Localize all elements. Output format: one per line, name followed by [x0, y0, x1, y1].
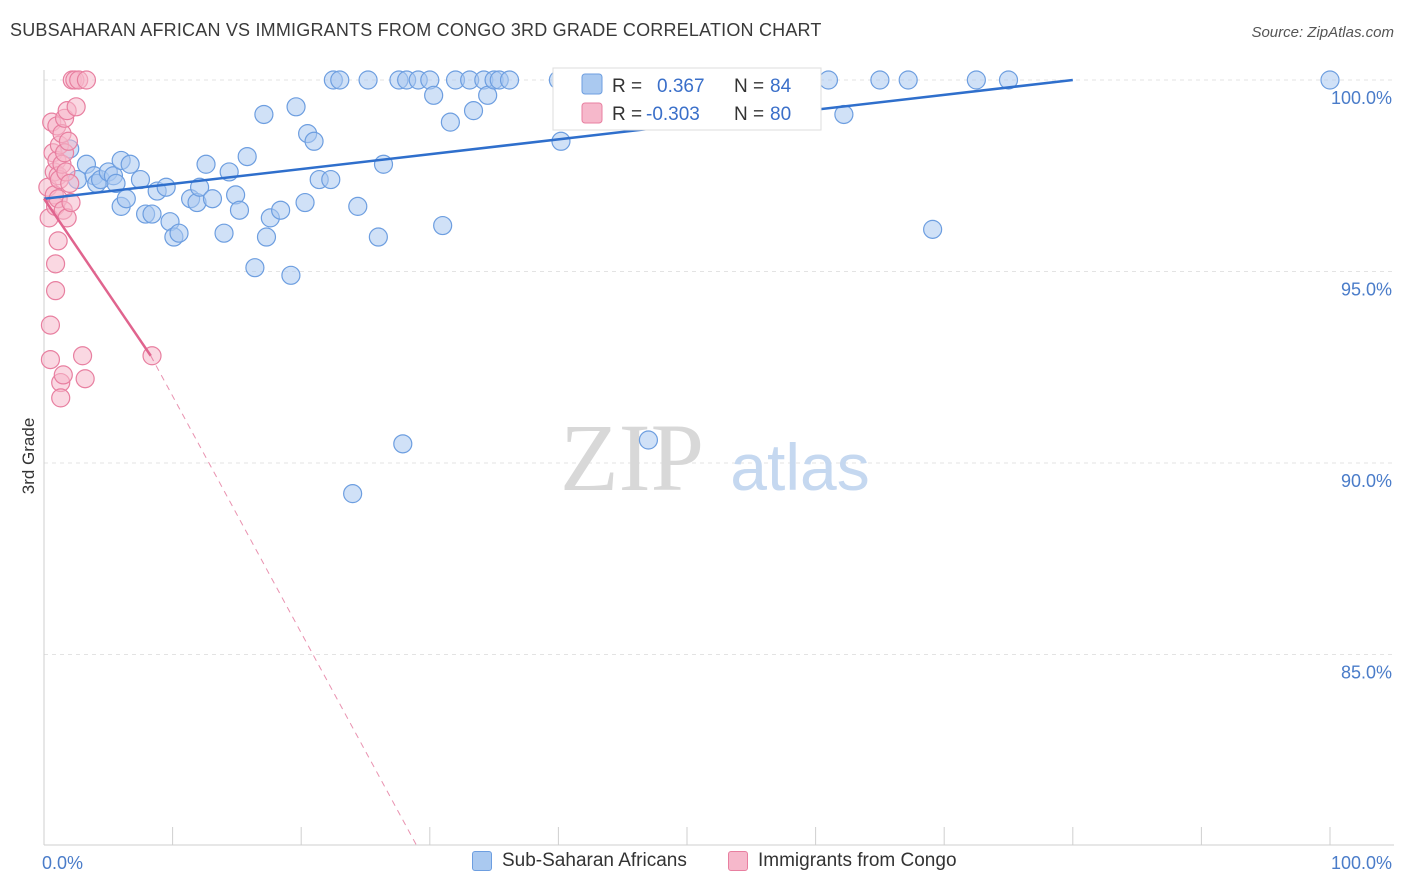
congo-point-36 [72, 346, 93, 366]
congo-point-30 [60, 173, 80, 194]
subsaharan-point-80 [923, 219, 943, 239]
subsaharan-point-24 [196, 154, 216, 174]
subsaharan-point-83 [1320, 70, 1340, 90]
legend-swatch-blue [472, 851, 492, 871]
chart-title: SUBSAHARAN AFRICAN VS IMMIGRANTS FROM CO… [10, 20, 822, 40]
subsaharan-point-42 [321, 169, 341, 190]
x-tick-label-max: 100.0% [1331, 853, 1392, 873]
stats-blue-r-value: 0.367 [657, 76, 705, 97]
legend-swatch-pink [728, 851, 748, 871]
congo-point-29 [58, 131, 79, 151]
y-tick-label-95: 95.0% [1341, 280, 1392, 300]
subsaharan-point-36 [281, 265, 301, 285]
stats-blue-n-label: N = [734, 76, 764, 97]
y-tick-label-90: 90.0% [1341, 471, 1392, 491]
congo-point-15 [48, 231, 68, 251]
congo-point-10 [45, 254, 66, 274]
trend-layer [42, 78, 1073, 847]
subsaharan-point-20 [169, 223, 189, 243]
subsaharan-point-38 [295, 192, 315, 213]
y-axis-label: 3rd Grade [19, 418, 38, 495]
subsaharan-point-32 [254, 104, 274, 125]
watermark-zip: ZIP [560, 404, 704, 511]
subsaharan-point-17 [156, 177, 176, 197]
y-tick-label-100: 100.0% [1331, 88, 1392, 108]
subsaharan-point-23 [190, 177, 210, 197]
congo-point-34 [66, 97, 86, 117]
subsaharan-point-78 [870, 70, 890, 90]
stats-pink-r-label: R = [612, 104, 642, 125]
subsaharan-point-35 [271, 200, 291, 220]
legend-item-congo: Immigrants from Congo [728, 850, 957, 872]
congo-point-19 [51, 388, 71, 408]
subsaharan-point-57 [440, 112, 460, 132]
subsaharan-point-26 [214, 223, 234, 243]
stats-pink-n-value: 80 [770, 104, 791, 125]
subsaharan-point-79 [898, 70, 918, 90]
subsaharan-point-56 [433, 215, 453, 236]
watermark: ZIP atlas [560, 404, 870, 511]
subsaharan-point-15 [142, 204, 162, 224]
subsaharan-point-67 [551, 131, 571, 151]
congo-point-3 [40, 349, 61, 370]
source-label: Source: ZipAtlas.com [1251, 24, 1394, 41]
subsaharan-point-45 [343, 484, 363, 504]
subsaharan-point-81 [966, 70, 986, 90]
subsaharan-point-11 [116, 189, 136, 209]
subsaharan-point-48 [368, 227, 388, 247]
legend-label-subsaharan: Sub-Saharan Africans [502, 850, 687, 871]
subsaharan-point-29 [229, 200, 250, 220]
stats-box: R = 0.367 N = 84 R = -0.303 N = 80 [552, 67, 822, 131]
stats-blue-n-value: 84 [770, 76, 792, 97]
subsaharan-point-8 [106, 173, 126, 194]
subsaharan-point-47 [358, 70, 378, 90]
congo-trend-line [42, 198, 152, 357]
subsaharan-point-76 [818, 70, 839, 90]
legend: Sub-Saharan Africans Immigrants from Con… [0, 850, 1406, 880]
stats-pink-n-label: N = [734, 104, 764, 125]
subsaharan-point-51 [393, 434, 413, 454]
subsaharan-point-31 [245, 258, 265, 278]
subsaharan-point-65 [499, 70, 520, 90]
subsaharan-point-82 [998, 70, 1019, 90]
stats-pink-swatch [581, 102, 603, 124]
subsaharan-point-33 [256, 227, 277, 247]
subsaharan-point-44 [330, 70, 350, 90]
stats-pink-r-value: -0.303 [646, 104, 700, 125]
y-tick-label-85: 85.0% [1341, 663, 1392, 683]
subsaharan-trend-line [43, 78, 1073, 200]
legend-item-subsaharan: Sub-Saharan Africans [472, 850, 687, 872]
subsaharan-point-40 [304, 131, 324, 151]
axes-layer: 85.0% 90.0% 95.0% 100.0% 0.0% 100.0% [42, 70, 1394, 873]
subsaharan-point-69 [638, 430, 659, 450]
stats-blue-r-label: R = [612, 76, 642, 97]
legend-label-congo: Immigrants from Congo [758, 850, 957, 871]
subsaharan-point-55 [424, 85, 444, 105]
congo-trend-extension [150, 355, 418, 847]
congo-point-2 [40, 315, 61, 335]
congo-point-37 [75, 369, 95, 389]
subsaharan-point-60 [463, 101, 484, 121]
x-tick-label-min: 0.0% [42, 853, 83, 873]
congo-point-38 [76, 70, 97, 90]
subsaharan-point-30 [237, 147, 257, 167]
congo-point-23 [53, 365, 73, 385]
subsaharan-point-12 [120, 154, 140, 174]
subsaharan-point-46 [348, 196, 368, 216]
subsaharan-point-25 [202, 189, 223, 209]
subsaharan-point-37 [286, 97, 306, 117]
stats-blue-swatch [581, 73, 603, 95]
congo-point-31 [61, 192, 81, 213]
congo-point-9 [45, 281, 66, 301]
watermark-atlas: atlas [730, 430, 869, 504]
